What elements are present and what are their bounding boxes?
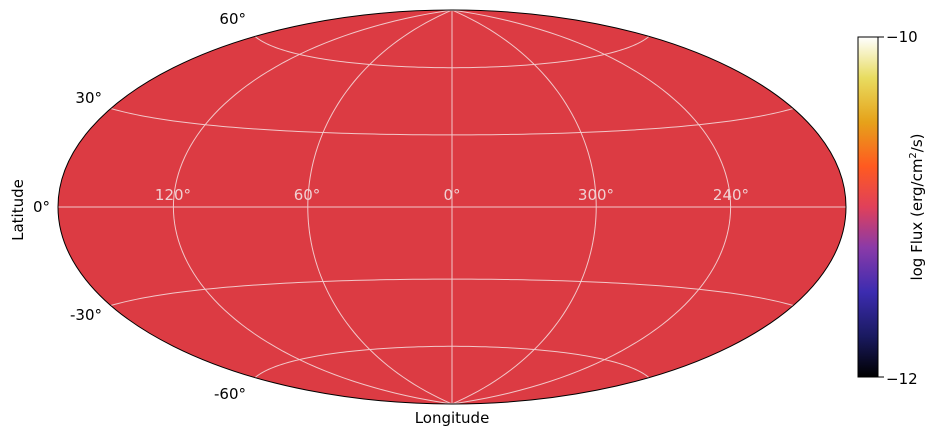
colorbar-tick-label: −10 [886,28,918,46]
lat-tick-label: 60° [219,10,246,28]
colorbar-frame [857,36,879,378]
lon-tick-label: 60° [294,186,321,204]
graticule [58,10,846,404]
parallel-line [254,345,650,378]
parallel-line [110,278,794,306]
parallel-line [254,36,650,69]
colorbar-gradient [858,37,878,377]
colorbar-label-main: log Flux (erg/cm [908,159,926,281]
lon-tick-label: 240° [713,186,749,204]
colorbar-label-tail: /s) [908,133,926,152]
sky-outline [57,9,847,405]
colorbar-label-sup: 2 [908,152,919,158]
lat-tick-label: -60° [214,385,246,403]
longitude-tick-labels: 120° 60° 0° 300° 240° [155,186,749,204]
x-axis-label: Longitude [415,409,490,427]
lon-tick-label: 0° [443,186,460,204]
colorbar: −10 −12 log Flux (erg/cm2/s) [857,28,926,388]
colorbar-label: log Flux (erg/cm2/s) [908,133,926,280]
lat-tick-label: 0° [33,198,50,216]
latitude-tick-labels: 60° 30° 0° -30° -60° [33,10,246,403]
lon-tick-label: 300° [578,186,614,204]
lat-tick-label: 30° [75,89,102,107]
lat-tick-label: -30° [70,306,102,324]
lon-tick-label: 120° [155,186,191,204]
parallel-line [110,108,794,136]
y-axis-label: Latitude [9,179,27,241]
colorbar-tick-label: −12 [886,370,918,388]
